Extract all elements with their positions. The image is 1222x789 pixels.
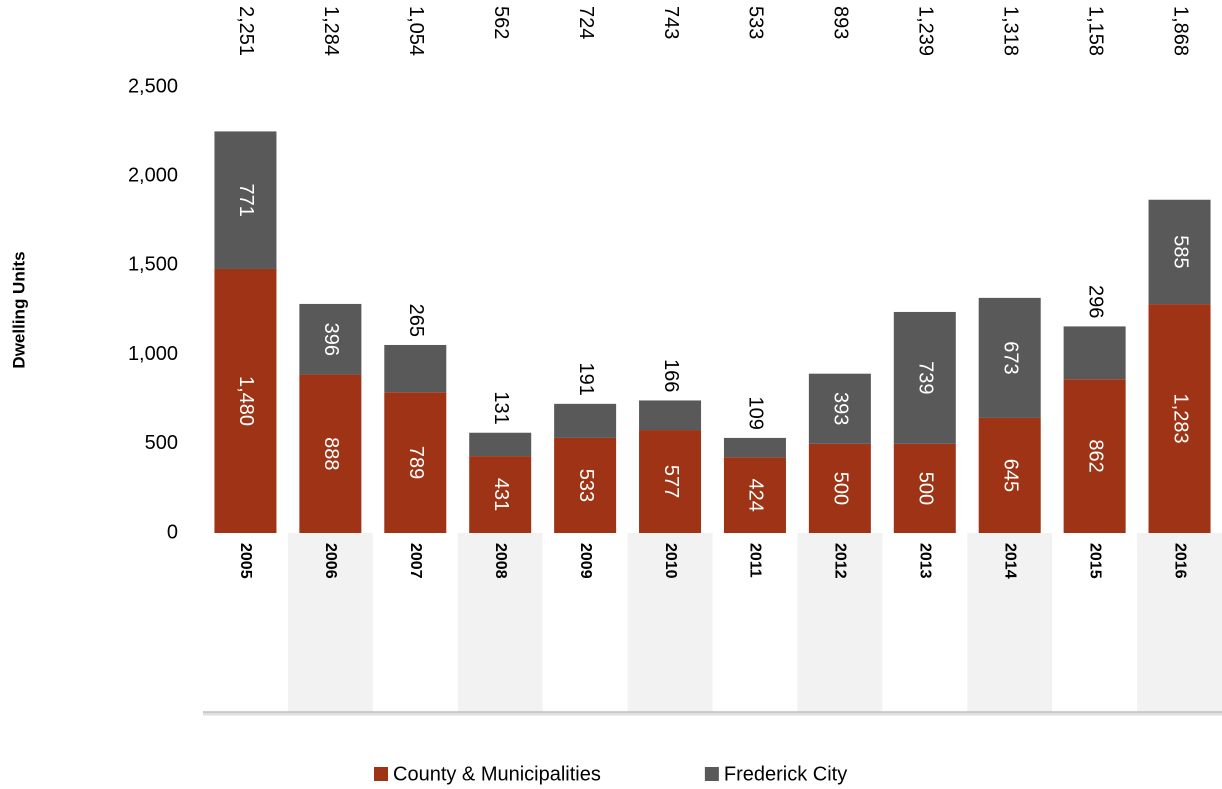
segment-label: 396: [320, 323, 342, 356]
bar-segment: [1063, 379, 1126, 533]
x-tick-label: 2006: [322, 543, 339, 579]
total-label: 1,868: [1169, 6, 1191, 56]
segment-label: 673: [999, 341, 1021, 374]
segment-label: 1,480: [235, 376, 257, 426]
total-label: 1,054: [405, 6, 427, 56]
segment-label: 109: [745, 397, 767, 430]
category-band: [797, 533, 883, 712]
segment-label: 431: [490, 478, 512, 511]
segment-label: 265: [405, 304, 427, 337]
bar-segment: [554, 437, 617, 533]
total-label: 1,239: [915, 6, 937, 56]
total-label: 533: [745, 6, 767, 39]
y-tick-label: 1,500: [128, 254, 178, 276]
bar-segment: [893, 311, 956, 444]
bar-segment: [384, 344, 447, 393]
category-band: [287, 533, 373, 712]
category-band: [457, 533, 543, 712]
x-tick-label: 2013: [917, 543, 934, 579]
segment-label: 191: [575, 362, 597, 395]
bar-segment: [639, 400, 702, 431]
x-tick-label: 2005: [237, 543, 254, 579]
y-tick-label: 500: [145, 432, 178, 454]
x-tick-label: 2009: [577, 543, 594, 579]
bar-segment: [978, 297, 1041, 418]
bar-segment: [214, 268, 277, 533]
bar-segment: [299, 374, 362, 533]
segment-label: 771: [235, 184, 257, 217]
segment-label: 296: [1084, 285, 1106, 318]
legend-label: County & Municipalities: [393, 763, 601, 785]
bar-segment: [554, 403, 617, 438]
total-label: 1,284: [320, 6, 342, 56]
segment-label: 862: [1084, 439, 1106, 472]
total-label: 562: [490, 6, 512, 39]
x-tick-label: 2016: [1171, 543, 1188, 579]
y-tick-label: 2,000: [128, 164, 178, 186]
total-label: 724: [575, 6, 597, 39]
bar-segment: [808, 443, 871, 533]
segment-label: 577: [660, 465, 682, 498]
bar-segment: [808, 373, 871, 444]
category-band: [627, 533, 713, 712]
total-label: 2,251: [235, 6, 257, 56]
bar-segment: [1148, 304, 1211, 533]
x-tick-label: 2007: [407, 543, 424, 579]
x-tick-label: 2015: [1086, 543, 1103, 579]
bar-segment: [978, 417, 1041, 533]
legend-swatch: [374, 767, 388, 781]
total-label: 1,158: [1084, 6, 1106, 56]
category-band: [1137, 533, 1222, 712]
segment-label: 533: [575, 469, 597, 502]
bar-segment: [299, 303, 362, 375]
segment-label: 1,283: [1169, 394, 1191, 444]
y-tick-label: 1,000: [128, 343, 178, 365]
category-band: [967, 533, 1053, 712]
x-tick-label: 2010: [662, 543, 679, 579]
segment-label: 424: [745, 478, 767, 511]
y-tick-label: 2,500: [128, 75, 178, 97]
segment-label: 789: [405, 446, 427, 479]
legend-swatch: [704, 767, 719, 781]
x-tick-label: 2011: [747, 543, 764, 578]
segment-label: 500: [915, 472, 937, 505]
bar-segment: [639, 430, 702, 533]
y-tick-label: 0: [167, 521, 178, 543]
bar-segment: [469, 456, 532, 533]
y-axis-title: Dwelling Units: [9, 251, 28, 368]
segment-label: 645: [999, 459, 1021, 492]
bar-segment: [893, 443, 956, 533]
bar-segment: [1148, 199, 1211, 305]
legend-label: Frederick City: [724, 763, 847, 785]
bar-segment: [384, 392, 447, 533]
bar-segment: [469, 432, 532, 457]
segment-label: 585: [1169, 235, 1191, 268]
segment-label: 888: [320, 437, 342, 470]
bar-segment: [723, 437, 786, 458]
total-label: 1,318: [999, 6, 1021, 56]
total-label: 893: [830, 6, 852, 39]
total-label: 743: [660, 6, 682, 39]
bar-segment: [214, 131, 277, 269]
bar-segment: [1063, 326, 1126, 380]
x-tick-label: 2012: [832, 543, 849, 579]
x-tick-label: 2014: [1001, 543, 1018, 579]
segment-label: 739: [915, 361, 937, 394]
segment-label: 393: [830, 392, 852, 425]
x-tick-label: 2008: [492, 543, 509, 579]
segment-label: 500: [830, 472, 852, 505]
segment-label: 131: [490, 391, 512, 424]
bar-segment: [723, 457, 786, 533]
segment-label: 166: [660, 359, 682, 392]
